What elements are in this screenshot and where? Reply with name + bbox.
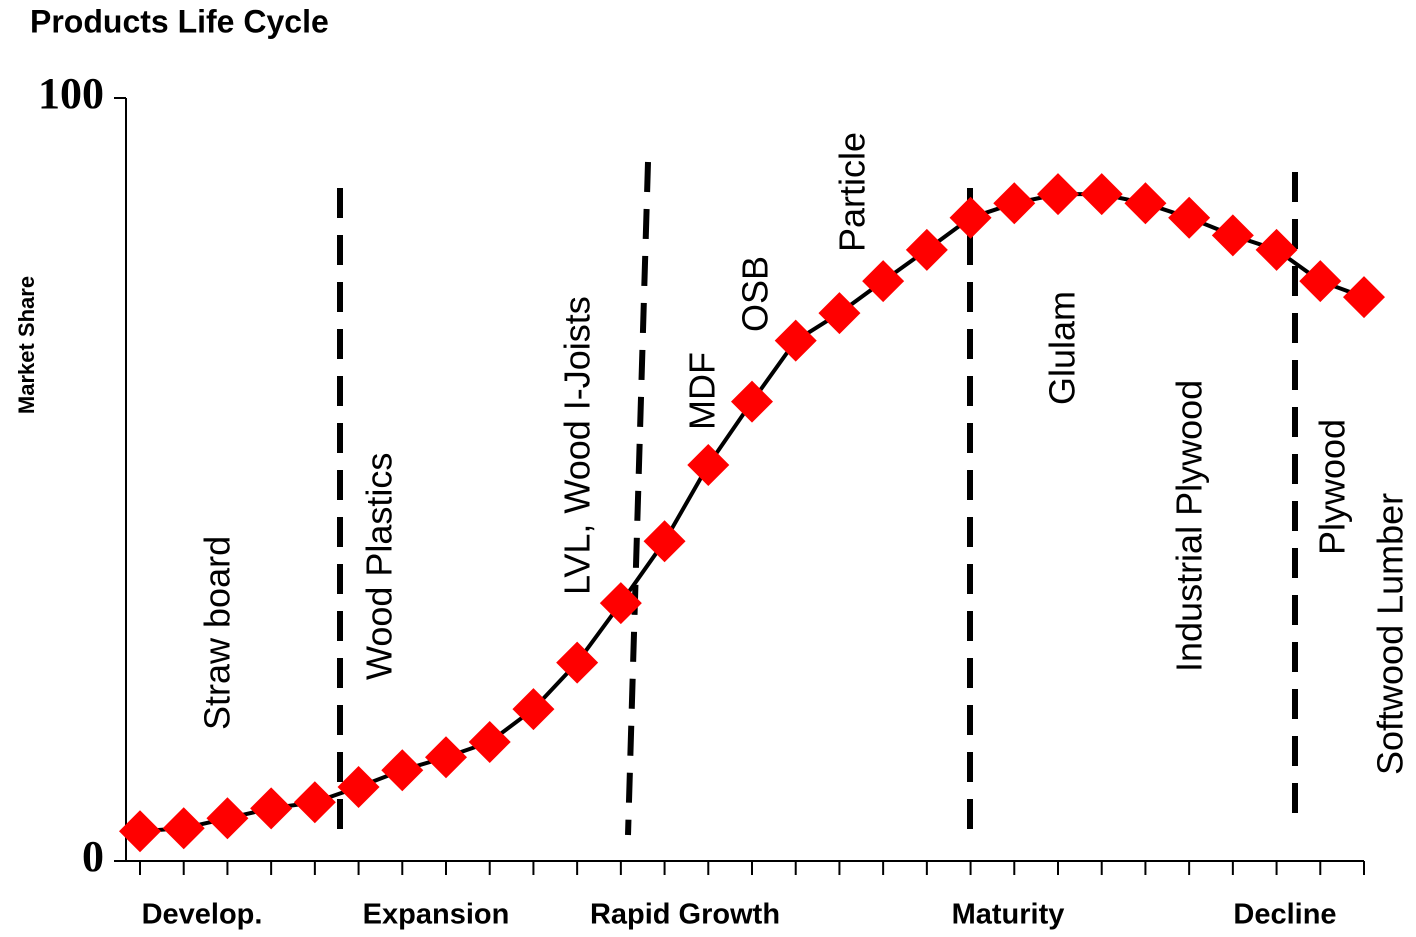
data-point bbox=[993, 182, 1036, 225]
data-point bbox=[381, 749, 424, 792]
data-point bbox=[599, 582, 642, 625]
data-point bbox=[468, 720, 511, 763]
data-point bbox=[774, 319, 817, 362]
data-point bbox=[643, 520, 686, 563]
product-label: LVL, Wood I-Joists bbox=[557, 296, 598, 595]
data-point bbox=[1080, 173, 1123, 216]
data-point bbox=[425, 736, 467, 779]
data-point bbox=[862, 260, 905, 303]
product-label: Plywood bbox=[1312, 419, 1353, 555]
data-point bbox=[949, 196, 992, 239]
data-point bbox=[905, 228, 948, 271]
data-point bbox=[1343, 276, 1385, 319]
y-axis-label: Market Share bbox=[14, 276, 39, 414]
phase-label: Rapid Growth bbox=[590, 899, 780, 931]
product-label: Particle bbox=[832, 132, 873, 252]
product-label: Industrial Plywood bbox=[1169, 380, 1210, 672]
phase-label: Maturity bbox=[952, 899, 1065, 931]
data-point bbox=[1124, 182, 1167, 225]
product-label: OSB bbox=[735, 256, 776, 332]
product-label: MDF bbox=[682, 352, 723, 430]
data-point bbox=[206, 797, 249, 840]
data-point bbox=[1255, 228, 1298, 271]
product-label: Wood Plastics bbox=[359, 453, 400, 680]
data-point bbox=[293, 781, 336, 824]
data-point bbox=[512, 688, 555, 731]
phase-divider bbox=[625, 161, 651, 836]
data-point bbox=[1168, 196, 1211, 239]
data-point bbox=[162, 807, 205, 850]
data-point bbox=[1211, 214, 1254, 257]
data-point bbox=[731, 380, 773, 423]
data-point bbox=[556, 641, 599, 684]
y-tick-label: 100 bbox=[38, 69, 104, 118]
data-point bbox=[119, 810, 161, 853]
y-tick-label: 0 bbox=[82, 832, 104, 881]
product-label: Glulam bbox=[1042, 291, 1083, 405]
phase-label: Develop. bbox=[142, 899, 263, 931]
data-point bbox=[250, 787, 293, 830]
phase-label: Decline bbox=[1233, 899, 1336, 931]
data-point bbox=[1037, 173, 1079, 216]
chart-title: Products Life Cycle bbox=[30, 3, 329, 39]
data-point bbox=[687, 444, 730, 487]
data-point bbox=[818, 292, 861, 335]
data-point bbox=[1299, 260, 1342, 303]
product-label: Softwood Lumber bbox=[1370, 493, 1411, 775]
data-point bbox=[337, 765, 380, 808]
phase-label: Expansion bbox=[363, 899, 510, 931]
product-label: Straw board bbox=[197, 536, 238, 730]
